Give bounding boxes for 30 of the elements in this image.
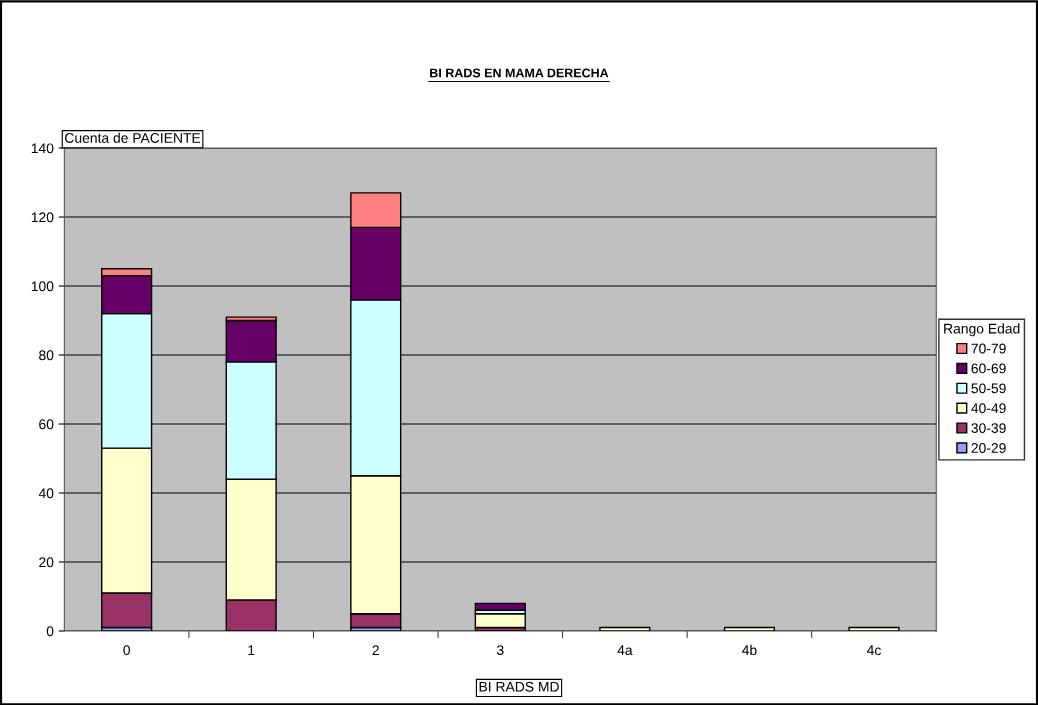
y-tick-label: 140	[31, 143, 54, 154]
x-tick-label: 2	[372, 645, 379, 655]
y-tick-label: 0	[46, 626, 54, 637]
bar	[723, 626, 776, 631]
y-tick-label: 40	[38, 488, 54, 499]
x-tick-label: 4b	[742, 644, 757, 656]
y-tick-label: 120	[31, 212, 54, 223]
y-axis-title: Cuenta de PACIENTE	[65, 132, 201, 143]
legend-label: 60-69	[971, 363, 1006, 374]
y-tick-label: 80	[39, 350, 54, 361]
x-tick-label: 4c	[866, 645, 881, 656]
x-tick-label: 1	[248, 645, 255, 655]
bar	[599, 626, 651, 631]
x-tick-label: 3	[496, 645, 504, 656]
bar	[848, 626, 900, 631]
x-tick-label: 4a	[617, 645, 633, 656]
legend-label: 50-59	[971, 383, 1006, 394]
chart-title: BI RADS EN MAMA DERECHA	[430, 68, 609, 78]
x-tick-label: 0	[123, 645, 130, 656]
legend-label: 30-39	[971, 423, 1006, 434]
legend-title: Rango Edad	[944, 323, 1020, 337]
bar	[474, 602, 526, 611]
legend-label: 20-29	[971, 443, 1006, 453]
x-axis-title: BI RADS MD	[479, 681, 559, 692]
legend-label: 70-79	[971, 343, 1006, 354]
y-tick-label: 100	[31, 281, 54, 292]
legend-label: 40-49	[971, 403, 1006, 414]
y-tick-label: 20	[39, 557, 54, 568]
bar	[474, 613, 526, 629]
y-tick-label: 60	[39, 419, 54, 430]
